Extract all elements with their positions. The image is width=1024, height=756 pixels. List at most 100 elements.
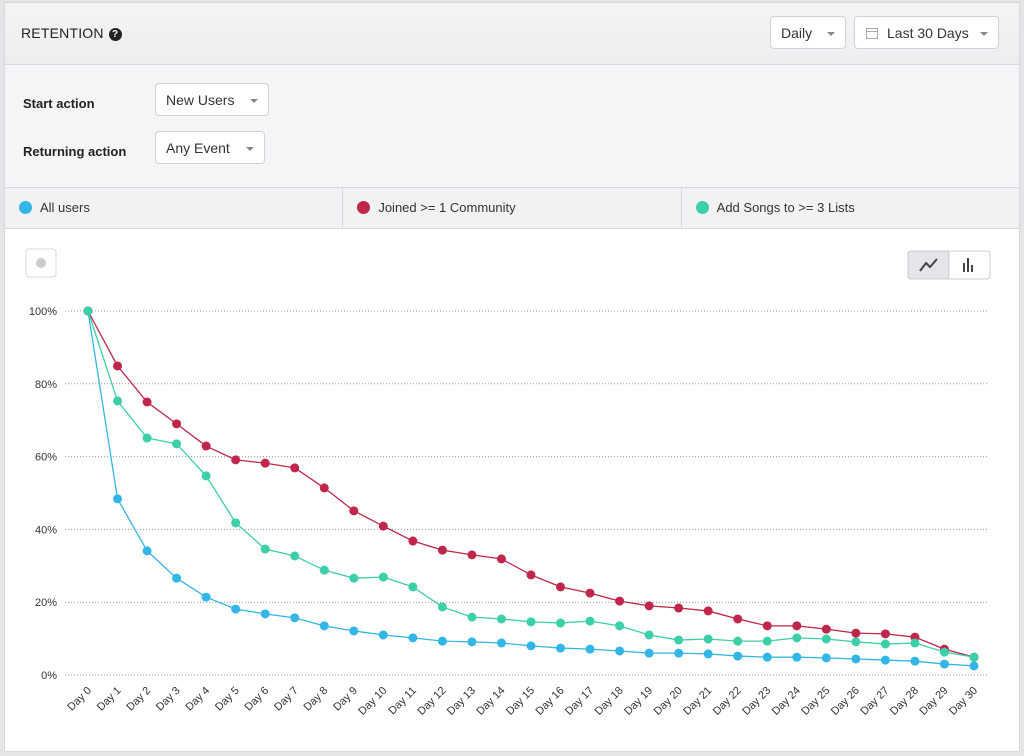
data-point — [260, 544, 270, 554]
legend-label: Add Songs to >= 3 Lists — [716, 200, 855, 215]
line-view-icon — [919, 258, 938, 272]
data-point — [378, 572, 388, 582]
x-tick-label: Day 17 — [563, 685, 596, 718]
data-point — [880, 639, 890, 649]
data-point — [851, 654, 861, 664]
data-point — [821, 624, 831, 634]
data-point — [467, 550, 477, 560]
data-point — [172, 573, 182, 583]
range-dropdown[interactable]: Last 30 Days — [854, 16, 999, 49]
legend-dot — [357, 201, 371, 214]
filter-dropdown[interactable]: New Users — [155, 83, 269, 116]
legend-dot — [695, 201, 709, 214]
data-point — [851, 637, 861, 647]
data-point — [644, 648, 654, 658]
data-point — [733, 614, 743, 624]
data-point — [762, 652, 772, 662]
x-tick-label: Day 18 — [593, 685, 626, 718]
data-point — [142, 546, 152, 556]
series-line — [87, 310, 975, 658]
x-tick-label: Day 19 — [622, 685, 655, 718]
data-point — [231, 518, 241, 528]
title-row: RETENTION? — [21, 25, 122, 41]
x-tick-label: Day 22 — [711, 685, 744, 718]
x-tick-label: Day 6 — [243, 685, 272, 714]
data-point — [674, 603, 684, 613]
filter-value: New Users — [166, 92, 235, 108]
data-point — [821, 634, 831, 644]
x-tick-label: Day 7 — [272, 685, 301, 714]
data-point — [969, 652, 979, 662]
range: Last 30 Days — [887, 25, 969, 41]
data-point — [142, 397, 152, 407]
x-tick-label: Day 11 — [386, 685, 419, 718]
data-point — [408, 536, 418, 546]
x-tick-label: Day 3 — [154, 685, 183, 714]
y-tick-label: 100% — [29, 306, 57, 318]
y-tick-label: 0% — [41, 670, 57, 682]
data-point — [939, 647, 949, 657]
data-point — [467, 612, 477, 622]
data-point — [378, 630, 388, 640]
data-point — [437, 636, 447, 646]
data-point — [290, 463, 300, 473]
retention-panel: RETENTION? Daily Last 30 Days Start acti… — [4, 2, 1020, 752]
data-point — [201, 441, 211, 451]
data-point — [526, 570, 536, 580]
interval: Daily — [781, 25, 813, 41]
bar-view-icon — [963, 258, 973, 272]
x-tick-label: Day 29 — [917, 685, 950, 718]
x-tick-label: Day 13 — [445, 685, 478, 718]
data-point — [939, 659, 949, 669]
x-tick-label: Day 16 — [534, 685, 567, 718]
data-point — [644, 630, 654, 640]
data-point — [290, 613, 300, 623]
interval-dropdown[interactable]: Daily — [770, 16, 846, 49]
filter-dropdown[interactable]: Any Event — [155, 131, 265, 164]
data-point — [969, 661, 979, 671]
data-point — [733, 651, 743, 661]
header: RETENTION? Daily Last 30 Days — [5, 3, 1019, 65]
series-line — [87, 310, 975, 667]
data-point — [703, 634, 713, 644]
data-point — [260, 458, 270, 468]
data-point — [290, 551, 300, 561]
filter-label: Start action — [23, 96, 95, 111]
legend-item[interactable]: Add Songs to >= 3 Lists — [682, 188, 1019, 228]
legend-item[interactable]: All users — [5, 188, 344, 228]
x-tick-label: Day 10 — [356, 685, 389, 718]
data-point — [201, 592, 211, 602]
data-point — [319, 565, 329, 575]
data-point — [83, 306, 93, 316]
data-point — [910, 638, 920, 648]
x-tick-label: Day 24 — [770, 685, 803, 718]
data-point — [703, 649, 713, 659]
x-tick-label: Day 4 — [183, 685, 212, 714]
data-point — [851, 628, 861, 638]
data-point — [319, 483, 329, 493]
data-point — [201, 471, 211, 481]
data-point — [792, 633, 802, 643]
help-icon[interactable]: ? — [108, 28, 122, 41]
x-tick-label: Day 20 — [652, 685, 685, 718]
data-point — [408, 633, 418, 643]
data-point — [674, 648, 684, 658]
data-point — [910, 656, 920, 666]
data-point — [615, 596, 625, 606]
x-tick-label: Day 28 — [888, 685, 921, 718]
data-point — [526, 617, 536, 627]
legend-label: All users — [40, 200, 90, 215]
data-point — [172, 439, 182, 449]
legend-dot — [19, 201, 32, 214]
data-point — [762, 636, 772, 646]
data-point — [260, 609, 270, 619]
data-point — [231, 604, 241, 614]
legend-item[interactable]: Joined >= 1 Community — [343, 188, 682, 228]
data-point — [496, 614, 506, 624]
data-point — [172, 419, 182, 429]
x-tick-label: Day 8 — [302, 685, 331, 714]
data-point — [113, 361, 123, 371]
data-point — [467, 637, 477, 647]
y-tick-label: 40% — [35, 524, 57, 536]
filter-label: Returning action — [23, 144, 127, 159]
